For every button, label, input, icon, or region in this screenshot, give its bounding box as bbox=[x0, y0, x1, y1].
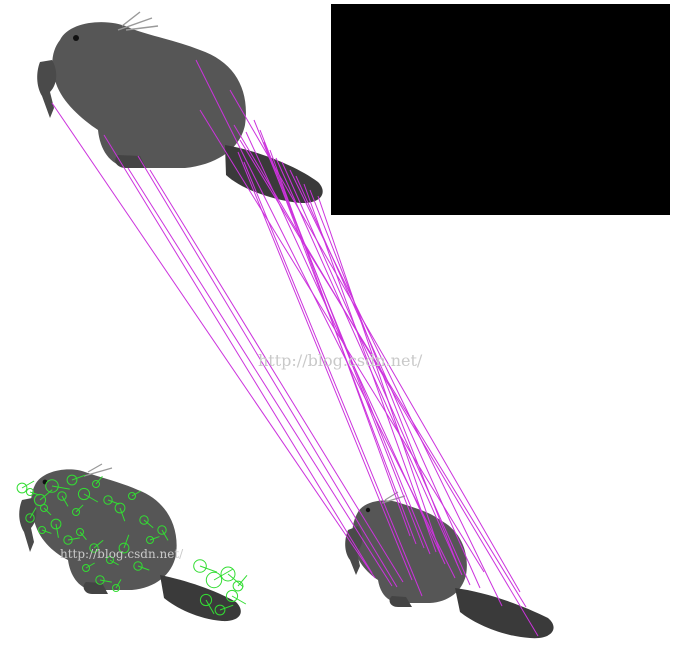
keypoint-circle bbox=[16, 482, 28, 494]
keypoint-circle bbox=[220, 566, 236, 582]
match-line bbox=[239, 139, 527, 608]
keypoint-orientation bbox=[109, 559, 119, 566]
keypoint-circle bbox=[76, 528, 84, 536]
keypoint-orientation bbox=[99, 579, 112, 583]
keypoint-circle bbox=[57, 491, 67, 501]
keypoint-circle bbox=[118, 542, 130, 554]
keypoint-orientation bbox=[231, 595, 247, 605]
keypoint-orientation bbox=[43, 507, 52, 516]
keypoint-circle bbox=[50, 518, 62, 530]
keypoint-circle bbox=[128, 492, 136, 500]
keypoint-orientation bbox=[61, 495, 69, 507]
keypoint-orientation bbox=[115, 579, 122, 589]
keypoint-orientation bbox=[131, 490, 141, 497]
match-line bbox=[233, 124, 539, 637]
keypoint-circle bbox=[66, 474, 78, 486]
keypoint-circle bbox=[92, 480, 100, 488]
match-line bbox=[243, 161, 423, 597]
keypoint-circle bbox=[103, 495, 113, 505]
keypoint-orientation bbox=[39, 489, 53, 501]
keypoint-circle bbox=[25, 513, 35, 523]
keypoint-circle bbox=[199, 593, 213, 607]
keypoint-circle bbox=[214, 604, 226, 616]
keypoint-orientation bbox=[123, 534, 130, 549]
bottom-right-beaver bbox=[345, 491, 554, 639]
match-line bbox=[259, 129, 425, 549]
keypoint-circle bbox=[82, 564, 90, 572]
keypoint-orientation bbox=[71, 474, 86, 481]
match-line bbox=[303, 183, 437, 553]
keypoint-orientation bbox=[85, 562, 95, 569]
keypoint-orientation bbox=[149, 536, 160, 541]
keypoint-circle bbox=[139, 515, 149, 525]
match-line bbox=[103, 134, 373, 574]
keypoint-orientation bbox=[67, 537, 80, 541]
keypoint-orientation bbox=[41, 529, 52, 534]
keypoint-orientation bbox=[205, 599, 215, 615]
keypoint-markers bbox=[16, 474, 248, 616]
match-line bbox=[127, 167, 393, 587]
keypoint-circle bbox=[112, 584, 120, 592]
keypoint-orientation bbox=[51, 485, 70, 490]
keypoint-circle bbox=[45, 479, 59, 493]
keypoint-circle bbox=[33, 493, 47, 507]
match-line bbox=[237, 151, 413, 581]
black-panel bbox=[331, 4, 670, 215]
keypoint-orientation bbox=[55, 523, 59, 538]
keypoint-circle bbox=[95, 575, 105, 585]
keypoint-circle bbox=[133, 561, 143, 571]
match-line bbox=[309, 189, 459, 567]
keypoint-circle bbox=[146, 536, 154, 544]
match-line bbox=[269, 149, 411, 537]
keypoint-circle bbox=[77, 487, 91, 501]
match-line bbox=[137, 155, 398, 588]
match-line bbox=[51, 102, 376, 579]
keypoint-circle bbox=[193, 559, 207, 573]
keypoint-orientation bbox=[161, 529, 169, 541]
watermark-small: http://blog.csdn.net/ bbox=[60, 547, 184, 561]
keypoint-circle bbox=[26, 488, 34, 496]
match-line bbox=[295, 175, 481, 589]
keypoint-orientation bbox=[137, 565, 150, 571]
keypoint-orientation bbox=[95, 476, 103, 485]
match-line bbox=[281, 161, 471, 586]
keypoint-orientation bbox=[21, 480, 35, 489]
keypoint-orientation bbox=[227, 573, 244, 588]
keypoint-circle bbox=[205, 571, 223, 589]
keypoint-orientation bbox=[237, 574, 248, 587]
keypoint-circle bbox=[72, 508, 80, 516]
keypoint-orientation bbox=[119, 507, 126, 522]
keypoint-circle bbox=[225, 589, 239, 603]
watermark-main: http://blog.csdn.net/ bbox=[258, 351, 423, 370]
match-lines bbox=[51, 59, 539, 637]
keypoint-orientation bbox=[213, 568, 234, 581]
top-left-beaver bbox=[37, 11, 323, 204]
keypoint-circle bbox=[114, 502, 126, 514]
keypoint-orientation bbox=[93, 539, 104, 549]
keypoint-orientation bbox=[219, 604, 234, 611]
keypoint-orientation bbox=[75, 504, 84, 513]
keypoint-circle bbox=[157, 525, 167, 535]
keypoint-orientation bbox=[83, 493, 99, 503]
keypoint-circle bbox=[106, 556, 114, 564]
keypoint-circle bbox=[89, 543, 99, 553]
keypoint-orientation bbox=[143, 519, 154, 529]
keypoint-circle bbox=[232, 580, 244, 592]
keypoint-circle bbox=[63, 535, 73, 545]
bottom-left-beaver bbox=[19, 463, 241, 622]
keypoint-orientation bbox=[199, 565, 218, 573]
keypoint-orientation bbox=[79, 531, 87, 540]
keypoint-circle bbox=[38, 526, 46, 534]
match-line bbox=[149, 169, 404, 583]
keypoint-circle bbox=[40, 504, 48, 512]
keypoint-orientation bbox=[29, 507, 37, 519]
match-line bbox=[317, 195, 443, 559]
